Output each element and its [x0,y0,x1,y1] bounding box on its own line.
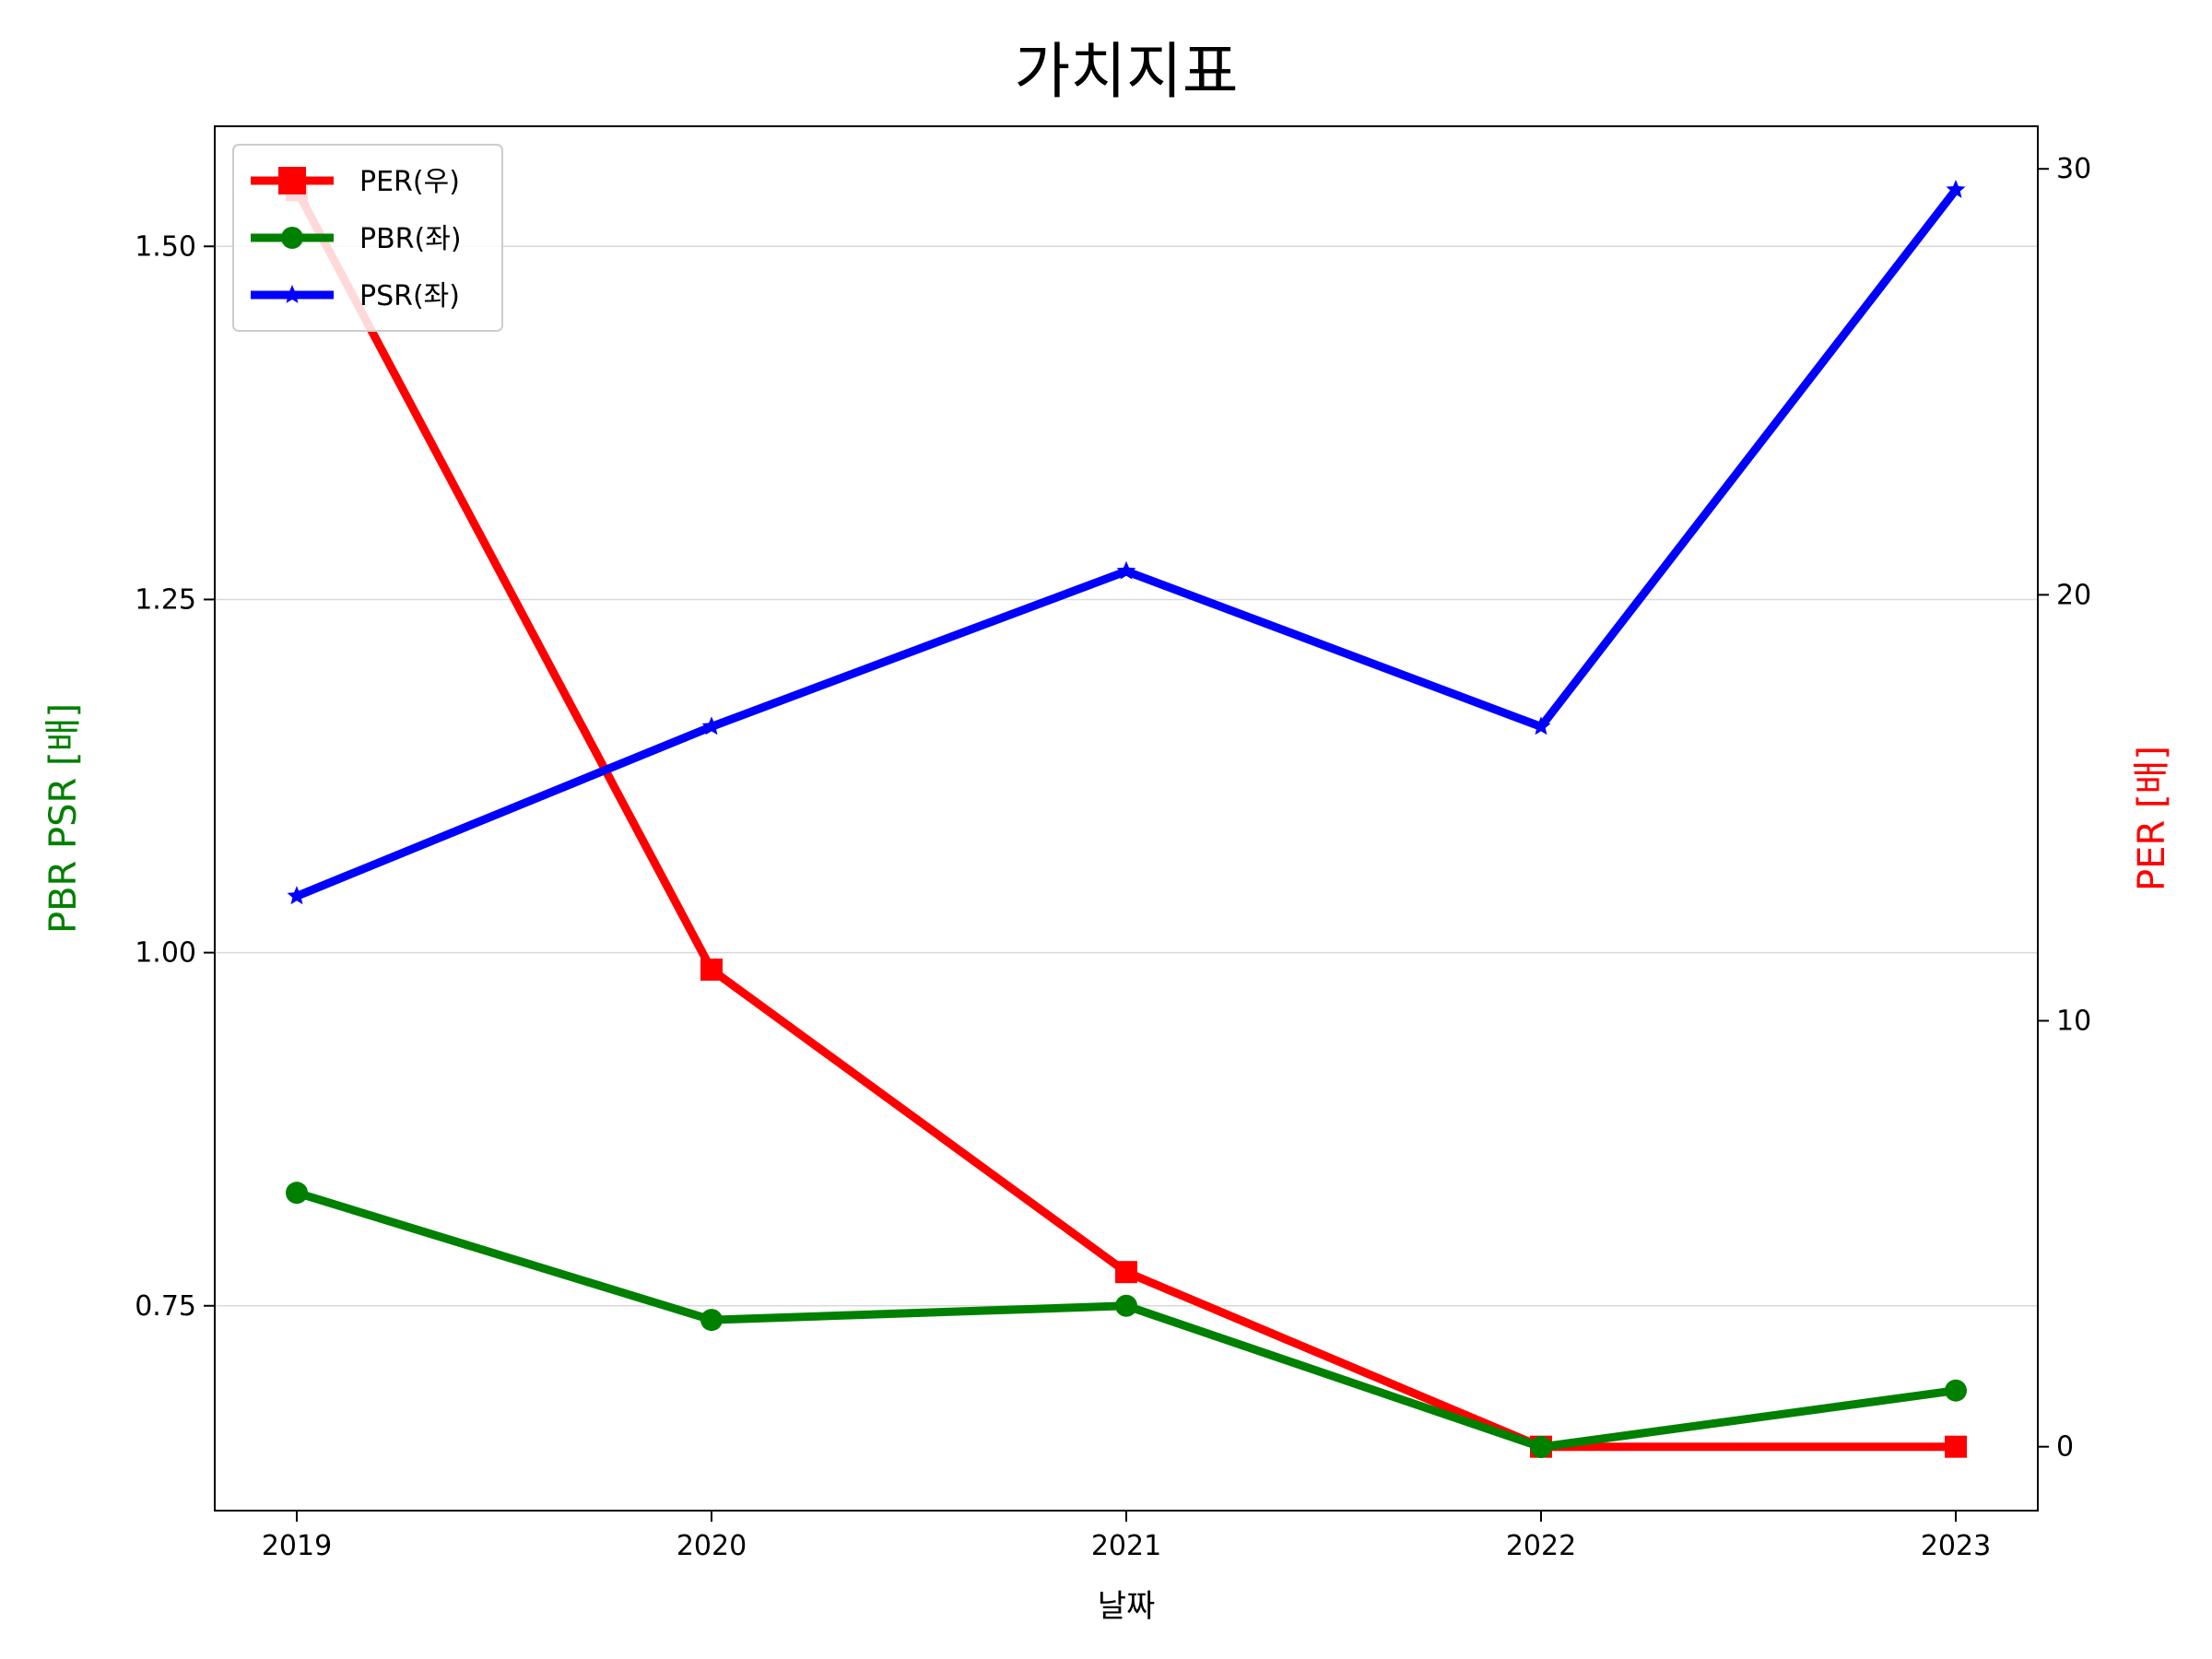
x-tick-label: 2019 [262,1530,332,1562]
left-y-tick-label: 1.50 [135,230,196,263]
x-tick-label: 2021 [1091,1530,1161,1562]
data-point-psr [1946,179,1966,198]
x-tick-label: 2023 [1921,1530,1991,1562]
left-y-axis: 0.75 1.00 1.25 1.50 [135,230,215,1323]
x-axis: 2019 2020 2021 2022 2023 [262,1511,1991,1562]
grid-lines [215,245,2038,1307]
data-point-pbr [700,1309,723,1332]
left-y-tick-label: 0.75 [135,1290,196,1323]
legend-marker-psr [282,285,302,303]
data-point-psr [1531,716,1551,735]
right-y-tick-label: 10 [2056,1006,2091,1038]
x-tick-label: 2020 [677,1530,747,1562]
legend-label-pbr: PBR(좌) [359,223,462,255]
right-y-tick-label: 0 [2056,1431,2074,1464]
data-point-psr [1116,560,1136,580]
chart-title: 가치지표 [1015,36,1239,107]
legend-label-per: PER(우) [359,166,460,198]
left-y-tick-label: 1.00 [135,937,196,970]
x-tick-label: 2022 [1506,1530,1576,1562]
right-y-tick-label: 20 [2056,579,2091,611]
series-layer [286,179,1967,1459]
legend: PER(우) PBR(좌) PSR(좌) [232,144,503,332]
data-point-pbr [286,1182,308,1205]
left-y-axis-label: PBR PSR [배] [42,703,85,934]
data-point-per [1115,1261,1137,1284]
left-y-tick-label: 1.25 [135,583,196,616]
data-point-pbr [1945,1379,1967,1402]
series-line-per [292,185,1960,1452]
data-point-psr [287,886,307,905]
data-point-per [700,959,723,982]
right-y-tick-label: 30 [2056,153,2091,185]
data-point-pbr [1115,1294,1137,1317]
x-axis-label: 날짜 [1098,1588,1156,1625]
legend-label-psr: PSR(좌) [359,280,460,312]
right-y-axis: 0 10 20 30 [2038,153,2091,1464]
data-point-psr [701,716,722,735]
series-line-pbr [292,1188,1960,1452]
data-point-pbr [1530,1436,1552,1459]
series-line-psr [292,185,1960,900]
legend-marker-pbr [281,227,303,249]
legend-marker-per [278,167,306,194]
data-point-per [1945,1435,1967,1458]
right-y-axis-label: PER [배] [2131,746,2173,891]
